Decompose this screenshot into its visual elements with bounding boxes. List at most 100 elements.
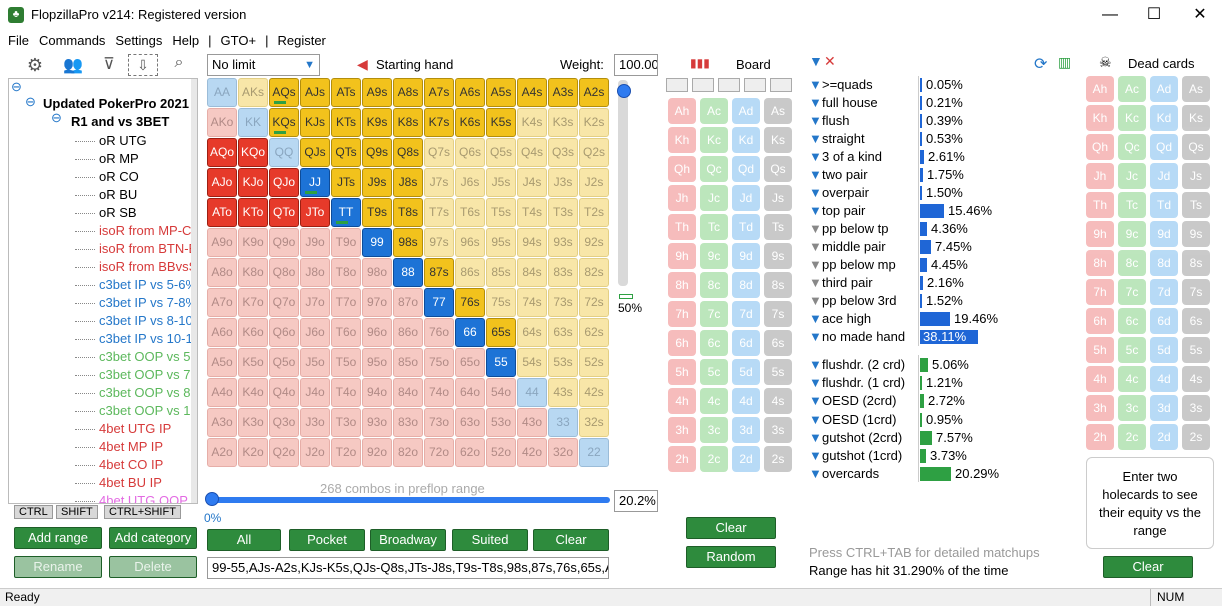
hand-cell[interactable]: A7s	[424, 78, 454, 107]
board-card[interactable]: 9s	[764, 243, 792, 269]
ctrl-shift-tab[interactable]: CTRL+SHIFT	[104, 505, 181, 519]
rename-button[interactable]: Rename	[14, 556, 102, 578]
hand-cell[interactable]: A2s	[579, 78, 609, 107]
bar-chart-icon[interactable]: ▥	[1058, 54, 1072, 70]
board-card[interactable]: 9h	[668, 243, 696, 269]
board-card[interactable]: Js	[764, 185, 792, 211]
hand-cell[interactable]: KJs	[300, 108, 330, 137]
stat-filter-icon[interactable]: ▼	[809, 113, 822, 128]
stat-label[interactable]: full house	[822, 95, 878, 110]
dead-card[interactable]: 2c	[1118, 424, 1146, 450]
stat-filter-icon[interactable]: ▼	[809, 275, 822, 290]
hand-cell[interactable]: T3s	[548, 198, 578, 227]
delete-button[interactable]: Delete	[109, 556, 197, 578]
tree-item[interactable]: 4bet UTG IP	[99, 421, 172, 436]
board-slot[interactable]	[666, 78, 688, 92]
dead-card[interactable]: Tc	[1118, 192, 1146, 218]
hand-cell[interactable]: J2s	[579, 168, 609, 197]
ctrl-tab[interactable]: CTRL	[14, 505, 53, 519]
hand-cell[interactable]: JJ	[300, 168, 330, 197]
hand-cell[interactable]: J2o	[300, 438, 330, 467]
board-card[interactable]: 6h	[668, 330, 696, 356]
hand-cell[interactable]: Q6o	[269, 318, 299, 347]
hand-cell[interactable]: Q3o	[269, 408, 299, 437]
hand-cell[interactable]: KQs	[269, 108, 299, 137]
hand-cell[interactable]: 53s	[548, 348, 578, 377]
hand-cell[interactable]: 84o	[393, 378, 423, 407]
hand-cell[interactable]: K6o	[238, 318, 268, 347]
settings-gear-icon[interactable]: ⚙	[26, 55, 44, 75]
hand-cell[interactable]: 87s	[424, 258, 454, 287]
board-slot[interactable]	[718, 78, 740, 92]
board-card[interactable]: Kc	[700, 127, 728, 153]
hand-cell[interactable]: KTs	[331, 108, 361, 137]
tree-item[interactable]: c3bet IP vs 7-8%	[99, 295, 198, 310]
hand-cell[interactable]: A8s	[393, 78, 423, 107]
board-card[interactable]: Qs	[764, 156, 792, 182]
hand-cell[interactable]: T8s	[393, 198, 423, 227]
hand-cell[interactable]: 92s	[579, 228, 609, 257]
add-range-button[interactable]: Add range	[14, 527, 102, 549]
dead-card[interactable]: 9h	[1086, 221, 1114, 247]
hand-cell[interactable]: J4s	[517, 168, 547, 197]
dead-card[interactable]: Td	[1150, 192, 1178, 218]
stat-label[interactable]: middle pair	[822, 239, 886, 254]
tree-item[interactable]: c3bet OOP vs 5-	[99, 349, 195, 364]
hand-cell[interactable]: J8o	[300, 258, 330, 287]
hand-cell[interactable]: Q9s	[362, 138, 392, 167]
close-button[interactable]: ✕	[1193, 6, 1207, 23]
hand-cell[interactable]: 99	[362, 228, 392, 257]
hand-cell[interactable]: QTo	[269, 198, 299, 227]
board-card[interactable]: 5c	[700, 359, 728, 385]
dead-card[interactable]: 7d	[1150, 279, 1178, 305]
board-card[interactable]: Jc	[700, 185, 728, 211]
stat-filter-icon[interactable]: ▼	[809, 411, 822, 427]
hand-cell[interactable]: A4o	[207, 378, 237, 407]
board-card[interactable]: 8h	[668, 272, 696, 298]
hand-cell[interactable]: K6s	[455, 108, 485, 137]
clear-range-button[interactable]: Clear	[533, 529, 609, 551]
dead-card[interactable]: 2h	[1086, 424, 1114, 450]
hand-cell[interactable]: A7o	[207, 288, 237, 317]
tree-item[interactable]: isoR from BBvsS	[99, 259, 198, 274]
dead-card[interactable]: 4s	[1182, 366, 1210, 392]
board-slot[interactable]	[692, 78, 714, 92]
stat-label[interactable]: flushdr. (2 crd)	[822, 357, 906, 372]
stat-label[interactable]: pp below mp	[822, 257, 896, 272]
board-card[interactable]: 4c	[700, 388, 728, 414]
hand-cell[interactable]: J9s	[362, 168, 392, 197]
board-card[interactable]: Ah	[668, 98, 696, 124]
broadway-button[interactable]: Broadway	[370, 529, 446, 551]
tree-item[interactable]: oR SB	[99, 205, 137, 220]
hand-cell[interactable]: Q8s	[393, 138, 423, 167]
range-text-input[interactable]: 99-55,AJs-A2s,KJs-K5s,QJs-Q8s,JTs-J8s,T9…	[207, 557, 609, 579]
hand-cell[interactable]: 96s	[455, 228, 485, 257]
tree-scrollbar[interactable]	[191, 79, 197, 503]
tree-item[interactable]: oR MP	[99, 151, 139, 166]
hand-cell[interactable]: QQ	[269, 138, 299, 167]
collapse-icon[interactable]: ⊖	[11, 79, 22, 94]
hand-cell[interactable]: AJs	[300, 78, 330, 107]
hand-cell[interactable]: J3o	[300, 408, 330, 437]
hand-cell[interactable]: K9s	[362, 108, 392, 137]
board-card[interactable]: As	[764, 98, 792, 124]
hand-cell[interactable]: A3s	[548, 78, 578, 107]
hand-cell[interactable]: K7s	[424, 108, 454, 137]
stat-filter-icon[interactable]: ▼	[809, 466, 822, 482]
hand-cell[interactable]: 88	[393, 258, 423, 287]
board-card[interactable]: Qd	[732, 156, 760, 182]
dead-card[interactable]: Qs	[1182, 134, 1210, 160]
dead-card[interactable]: Jd	[1150, 163, 1178, 189]
hand-cell[interactable]: K8s	[393, 108, 423, 137]
tree-item[interactable]: oR CO	[99, 169, 139, 184]
hand-cell[interactable]: T6o	[331, 318, 361, 347]
hand-cell[interactable]: 42o	[517, 438, 547, 467]
stat-filter-icon[interactable]: ▼	[809, 357, 822, 372]
hand-cell[interactable]: 75s	[486, 288, 516, 317]
hand-cell[interactable]: Q8o	[269, 258, 299, 287]
board-card[interactable]: 8d	[732, 272, 760, 298]
board-card[interactable]: 6s	[764, 330, 792, 356]
board-card[interactable]: 7s	[764, 301, 792, 327]
hand-cell[interactable]: 86o	[393, 318, 423, 347]
dead-card[interactable]: 5d	[1150, 337, 1178, 363]
